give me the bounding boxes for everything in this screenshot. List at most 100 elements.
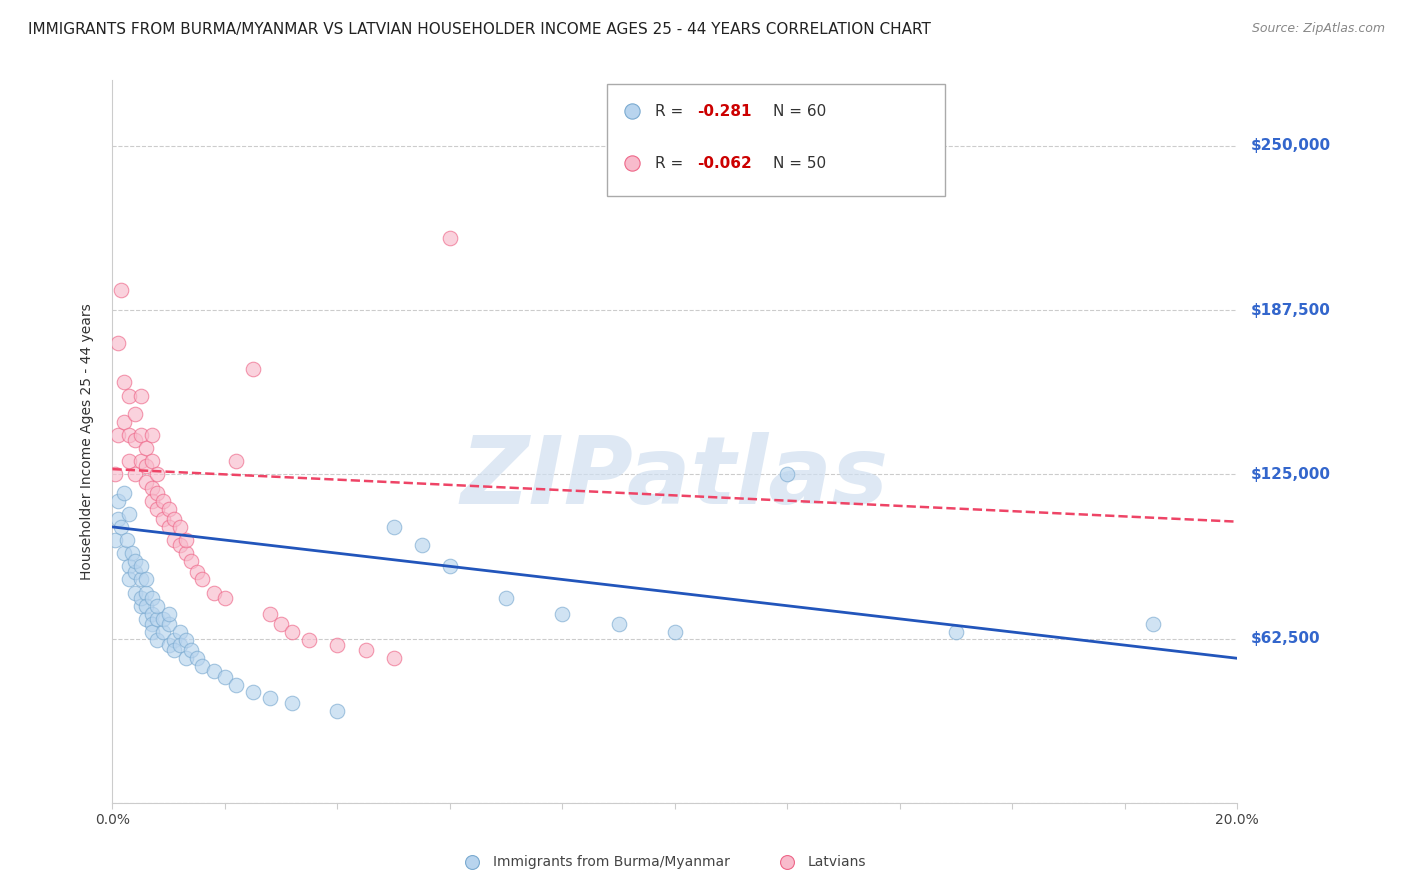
- Point: [259, 690, 281, 705]
- Point: [141, 428, 163, 442]
- Point: [110, 284, 132, 298]
- Point: [270, 617, 292, 632]
- Point: [163, 512, 186, 526]
- Point: [135, 585, 157, 599]
- Point: [110, 520, 132, 534]
- Point: [174, 546, 197, 560]
- Point: [191, 659, 214, 673]
- Point: [104, 467, 127, 482]
- Text: -0.062: -0.062: [697, 156, 752, 171]
- Point: [214, 670, 236, 684]
- Point: [129, 573, 152, 587]
- Point: [124, 407, 146, 421]
- Point: [152, 625, 174, 640]
- Text: IMMIGRANTS FROM BURMA/MYANMAR VS LATVIAN HOUSEHOLDER INCOME AGES 25 - 44 YEARS C: IMMIGRANTS FROM BURMA/MYANMAR VS LATVIAN…: [28, 22, 931, 37]
- Point: [146, 632, 169, 647]
- Point: [146, 599, 169, 613]
- Point: [664, 625, 686, 640]
- Point: [776, 467, 799, 482]
- Point: [135, 475, 157, 490]
- Point: [157, 617, 180, 632]
- Point: [124, 565, 146, 579]
- Point: [135, 441, 157, 455]
- Text: -0.281: -0.281: [697, 103, 752, 119]
- Point: [129, 599, 152, 613]
- Point: [141, 591, 163, 605]
- Point: [124, 467, 146, 482]
- Text: $187,500: $187,500: [1251, 302, 1331, 318]
- Text: R =: R =: [655, 103, 688, 119]
- Point: [169, 538, 191, 552]
- Point: [214, 591, 236, 605]
- Point: [169, 625, 191, 640]
- Point: [382, 651, 405, 665]
- Point: [382, 520, 405, 534]
- Point: [169, 520, 191, 534]
- Point: [124, 554, 146, 568]
- Point: [124, 434, 146, 448]
- Point: [439, 231, 461, 245]
- Point: [112, 415, 135, 429]
- Point: [157, 501, 180, 516]
- Point: [141, 607, 163, 621]
- Point: [1142, 617, 1164, 632]
- Point: [163, 632, 186, 647]
- Point: [157, 638, 180, 652]
- Point: [163, 533, 186, 547]
- Point: [242, 685, 264, 699]
- Point: [259, 607, 281, 621]
- Point: [141, 625, 163, 640]
- Point: [129, 454, 152, 468]
- Point: [202, 665, 225, 679]
- Text: $62,500: $62,500: [1251, 632, 1320, 646]
- Point: [135, 459, 157, 474]
- Point: [141, 493, 163, 508]
- Point: [107, 336, 129, 351]
- Point: [141, 617, 163, 632]
- Point: [141, 481, 163, 495]
- Point: [118, 559, 141, 574]
- Point: [225, 454, 247, 468]
- Point: [118, 388, 141, 402]
- Point: [174, 651, 197, 665]
- Point: [169, 638, 191, 652]
- Y-axis label: Householder Income Ages 25 - 44 years: Householder Income Ages 25 - 44 years: [80, 303, 94, 580]
- Point: [551, 607, 574, 621]
- Point: [945, 625, 967, 640]
- Point: [242, 362, 264, 376]
- Point: [135, 599, 157, 613]
- Point: [180, 554, 202, 568]
- Point: [157, 520, 180, 534]
- Point: [174, 632, 197, 647]
- Point: [152, 512, 174, 526]
- Point: [411, 538, 433, 552]
- Text: N = 60: N = 60: [773, 103, 825, 119]
- Point: [439, 559, 461, 574]
- Point: [186, 565, 208, 579]
- Text: Latvians: Latvians: [807, 855, 866, 869]
- Point: [121, 546, 143, 560]
- Point: [326, 704, 349, 718]
- Text: R =: R =: [655, 156, 688, 171]
- Point: [157, 607, 180, 621]
- Text: $250,000: $250,000: [1251, 138, 1331, 153]
- Text: N = 50: N = 50: [773, 156, 825, 171]
- Point: [124, 585, 146, 599]
- Point: [112, 485, 135, 500]
- Point: [112, 546, 135, 560]
- Point: [146, 467, 169, 482]
- Point: [191, 573, 214, 587]
- Point: [129, 591, 152, 605]
- FancyBboxPatch shape: [607, 84, 945, 196]
- Point: [146, 612, 169, 626]
- Point: [281, 696, 304, 710]
- Point: [326, 638, 349, 652]
- Point: [112, 376, 135, 390]
- Point: [146, 485, 169, 500]
- Point: [129, 388, 152, 402]
- Point: [174, 533, 197, 547]
- Point: [607, 617, 630, 632]
- Point: [141, 454, 163, 468]
- Point: [135, 612, 157, 626]
- Point: [129, 559, 152, 574]
